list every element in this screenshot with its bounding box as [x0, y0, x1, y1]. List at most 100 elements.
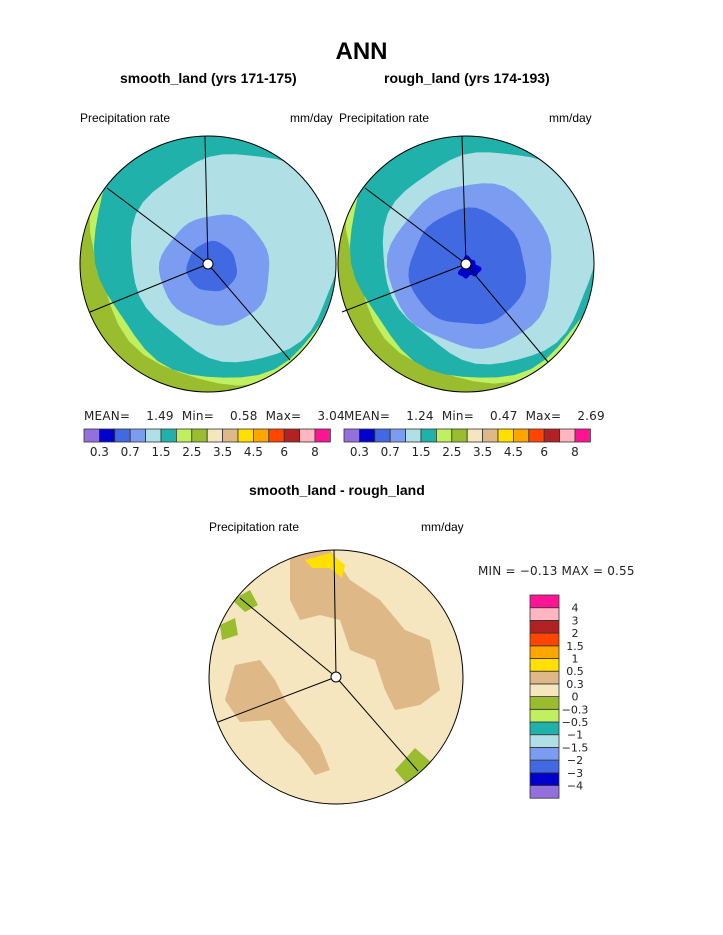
panel3-units: mm/day [421, 520, 464, 534]
diff-colorbar-tick: −1 [567, 729, 583, 742]
diff-colorbar-swatch [529, 620, 560, 634]
colorbar2-swatch [389, 428, 407, 443]
sector-boundary [341, 263, 467, 313]
colorbar1-swatch [83, 428, 100, 443]
diff-colorbar-swatch [529, 696, 560, 710]
panel2-stats: MEAN= 1.24 Min= 0.47 Max= 2.69 [344, 409, 605, 423]
diff-colorbar-tick: 1.5 [566, 640, 584, 653]
colorbar1-swatch [314, 428, 331, 443]
colorbar2-tick: 6 [540, 445, 548, 459]
colorbar2-swatch [513, 428, 530, 443]
diff-colorbar-tick: −0.5 [562, 716, 589, 729]
p2-contours [338, 136, 594, 392]
colorbar2-swatch [343, 428, 360, 443]
colorbar1-tick: 4.5 [244, 445, 263, 459]
colorbar1-swatch [283, 428, 301, 443]
panel3-variable: Precipitation rate [209, 520, 300, 534]
diff-colorbar-swatch [529, 759, 560, 774]
p1-outline [79, 135, 337, 393]
colorbar2-swatch [358, 428, 376, 443]
sector-boundary [239, 597, 337, 678]
colorbar2-swatch [420, 428, 437, 443]
colorbar1-swatch [252, 428, 270, 443]
diff-colorbar-swatch [529, 721, 560, 736]
panel1-units: mm/day [290, 111, 333, 125]
diff-colorbar-tick: −3 [567, 767, 583, 780]
colorbar2-swatch [482, 428, 499, 443]
sector-boundary [333, 549, 337, 678]
colorbar1-swatch [160, 428, 177, 443]
colorbar1-swatch [175, 428, 193, 443]
colorbar2-swatch [466, 428, 484, 443]
sector-boundary [335, 676, 419, 772]
diff-colorbar-swatch [529, 734, 560, 748]
p3-outline [208, 549, 464, 805]
sector-boundary [204, 135, 209, 265]
colorbar1-swatch [99, 428, 116, 443]
colorbar2-tick: 0.3 [350, 445, 369, 459]
diff-colorbar-tick: 3 [572, 614, 579, 627]
panel3-stats: MIN = −0.13 MAX = 0.55 [478, 564, 635, 578]
diff-colorbar-swatch [529, 658, 560, 672]
colorbar2-swatch [497, 428, 514, 443]
panel2-title: rough_land (yrs 174-193) [384, 70, 550, 86]
colorbar1-tick: 2.5 [182, 445, 201, 459]
pole-marker [202, 258, 214, 270]
sector-boundary [89, 263, 209, 313]
diff-colorbar-tick: 1 [572, 653, 579, 666]
sector-boundary [461, 135, 467, 265]
diff-colorbar-swatch [529, 632, 560, 647]
diff-colorbar-tick: 0 [572, 691, 579, 704]
colorbar1-swatch [145, 428, 162, 443]
colorbar2-swatch [374, 428, 391, 443]
sector-boundary [207, 263, 291, 361]
colorbar1-tick: 6 [280, 445, 288, 459]
panel1-stats: MEAN= 1.49 Min= 0.58 Max= 3.04 [84, 409, 345, 423]
colorbar1-swatch [222, 428, 239, 443]
colorbar1-swatch [299, 428, 316, 443]
contour-region [225, 660, 330, 775]
p2-outline [337, 135, 595, 393]
colorbar1-swatch [268, 428, 285, 443]
colorbar1-tick: 8 [311, 445, 319, 459]
colorbar1-tick: 0.7 [121, 445, 140, 459]
diff-colorbar-tick: 0.5 [566, 665, 584, 678]
colorbar2-swatch [528, 428, 545, 443]
diff-colorbar-tick: −0.3 [562, 703, 589, 716]
colorbar2-tick: 0.7 [381, 445, 400, 459]
diff-colorbar-swatch [529, 747, 560, 761]
colorbar2-swatch [559, 428, 576, 443]
colorbar1-swatch [206, 428, 223, 443]
diff-colorbar-swatch [529, 594, 560, 609]
panel1-title: smooth_land (yrs 171-175) [120, 70, 297, 86]
colorbar1-swatch [237, 428, 254, 443]
diff-colorbar-swatch [529, 607, 560, 621]
colorbar1-tick: 3.5 [213, 445, 232, 459]
diff-colorbar-tick: 4 [572, 602, 579, 615]
panel3-title: smooth_land - rough_land [249, 482, 425, 498]
contour-region [305, 553, 345, 578]
colorbar2-tick: 8 [571, 445, 579, 459]
colorbar1-swatch [191, 428, 208, 443]
diff-colorbar-swatch [529, 708, 560, 723]
diff-colorbar-swatch [529, 785, 560, 799]
panel2-variable: Precipitation rate [339, 111, 430, 125]
colorbar2-tick: 1.5 [411, 445, 430, 459]
sector-boundary [364, 187, 467, 265]
contour-region [290, 550, 440, 710]
colorbar2-swatch [451, 428, 468, 443]
colorbar2-swatch [574, 428, 591, 443]
colorbar1-swatch [129, 428, 146, 443]
colorbar2-tick: 2.5 [442, 445, 461, 459]
diff-colorbar-swatch [529, 683, 560, 698]
diff-colorbar-tick: −2 [567, 754, 583, 767]
diff-colorbar-tick: −1.5 [562, 741, 589, 754]
diff-colorbar-tick: 0.3 [566, 678, 584, 691]
sector-boundary [465, 263, 549, 363]
pole-marker [460, 258, 472, 270]
pole-marker [330, 671, 342, 683]
colorbar2-swatch [435, 428, 453, 443]
colorbar2-swatch [405, 428, 422, 443]
